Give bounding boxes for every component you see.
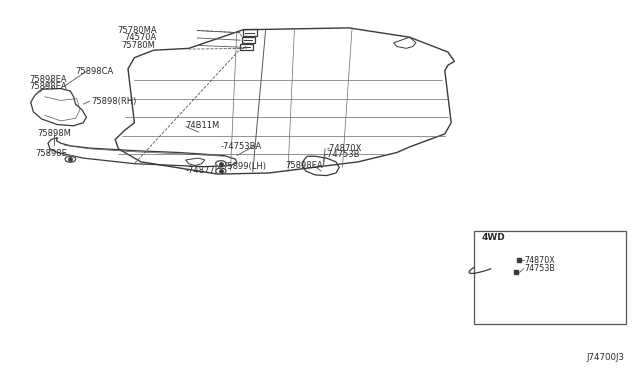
Circle shape: [216, 168, 226, 174]
Bar: [474, 231, 626, 324]
Text: 75898EA: 75898EA: [285, 161, 323, 170]
Text: -74870X: -74870X: [326, 144, 362, 153]
Text: 74870X: 74870X: [525, 256, 556, 265]
Text: -74877II: -74877II: [186, 166, 220, 175]
Text: 75898(RH): 75898(RH): [91, 97, 136, 106]
Circle shape: [216, 168, 226, 174]
Text: 75898EA: 75898EA: [29, 76, 67, 84]
Text: 74570A: 74570A: [125, 33, 157, 42]
Bar: [243, 29, 257, 36]
Text: 75898CA: 75898CA: [76, 67, 114, 76]
Circle shape: [65, 156, 76, 162]
Text: 75898E: 75898E: [35, 149, 67, 158]
Text: 74B11M: 74B11M: [186, 121, 220, 130]
Text: 75899(LH): 75899(LH): [223, 162, 267, 171]
Circle shape: [216, 161, 226, 167]
Bar: [240, 44, 253, 50]
Text: 75780MA: 75780MA: [117, 26, 157, 35]
Bar: [242, 37, 255, 43]
Text: -74753B: -74753B: [324, 150, 360, 159]
Text: -74753BA: -74753BA: [221, 142, 262, 151]
Text: 75898EA: 75898EA: [29, 82, 67, 91]
Text: 74753B: 74753B: [525, 264, 556, 273]
Circle shape: [65, 156, 76, 162]
Text: 75898M: 75898M: [37, 129, 71, 138]
Text: 75780M: 75780M: [121, 41, 155, 50]
Circle shape: [216, 161, 226, 167]
Text: 4WD: 4WD: [481, 233, 505, 242]
Text: J74700J3: J74700J3: [586, 353, 624, 362]
